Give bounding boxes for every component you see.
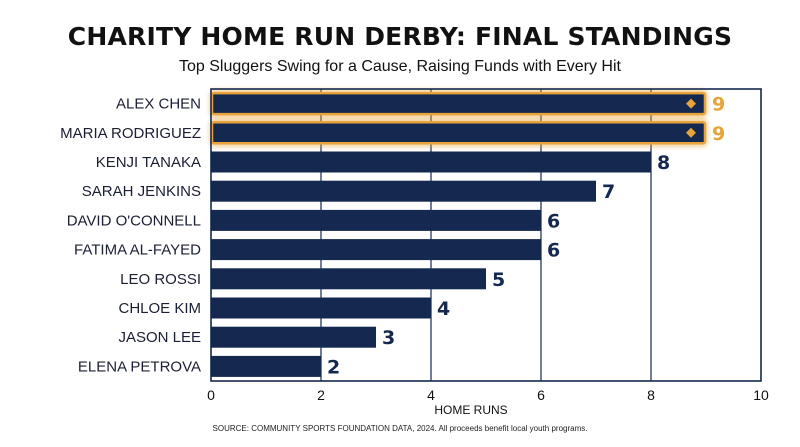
x-tick-label: 6 <box>537 387 545 403</box>
bar <box>211 180 596 202</box>
value-label: 6 <box>547 240 560 262</box>
value-label: 4 <box>437 298 450 320</box>
bar <box>211 326 376 348</box>
x-axis-title: HOME RUNS <box>434 403 507 417</box>
category-label: DAVID O'CONNELL <box>67 212 201 229</box>
x-tick-label: 4 <box>427 387 435 403</box>
bar <box>211 239 541 261</box>
bar <box>211 209 541 231</box>
x-tick-label: 2 <box>317 387 325 403</box>
bar <box>211 268 486 290</box>
category-label: ALEX CHEN <box>116 96 201 113</box>
value-label: 9 <box>712 94 725 116</box>
category-label: CHLOE KIM <box>118 300 201 317</box>
value-label: 6 <box>547 210 560 232</box>
value-label: 5 <box>492 269 505 291</box>
chart-title: CHARITY HOME RUN DERBY: FINAL STANDINGS <box>67 22 733 51</box>
plot-frame <box>210 88 762 382</box>
value-label: 7 <box>602 181 615 203</box>
diamond-icon <box>686 98 696 109</box>
category-label: JASON LEE <box>118 329 201 346</box>
source-note: SOURCE: COMMUNITY SPORTS FOUNDATION DATA… <box>212 424 588 433</box>
label-layer: ALEX CHEN 9 MARIA RODRIGUEZ 9 KENJI TANAKA 8 S… <box>60 94 725 379</box>
x-tick-label: 8 <box>647 387 655 403</box>
bar <box>211 355 321 377</box>
diamond-icon <box>686 127 696 138</box>
chart-subtitle: Top Sluggers Swing for a Cause, Raising … <box>179 58 621 75</box>
bar-highlighted <box>210 121 707 145</box>
value-label: 3 <box>382 327 395 349</box>
category-label: KENJI TANAKA <box>96 154 201 171</box>
value-label: 8 <box>657 152 670 174</box>
category-label: MARIA RODRIGUEZ <box>60 125 201 142</box>
axis-layer: 0 2 4 6 8 10 HOME RUNS <box>207 88 769 417</box>
category-label: ELENA PETROVA <box>78 358 201 375</box>
x-tick-label: 0 <box>207 387 215 403</box>
value-label: 2 <box>327 356 340 378</box>
value-label: 9 <box>712 123 725 145</box>
x-tick-label: 10 <box>753 387 769 403</box>
category-label: LEO ROSSI <box>120 271 201 288</box>
category-label: FATIMA AL-FAYED <box>74 242 201 259</box>
category-label: SARAH JENKINS <box>82 183 201 200</box>
bar <box>211 151 651 173</box>
bar-layer <box>209 89 708 377</box>
bar-highlighted <box>210 91 707 116</box>
bar <box>211 297 431 319</box>
